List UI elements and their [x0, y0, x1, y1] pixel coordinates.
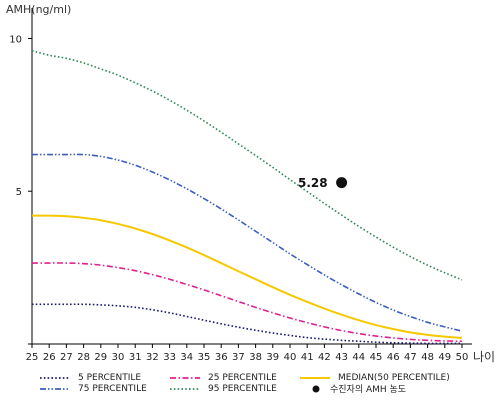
- legend-item-median: MEDIAN(50 PERCENTILE): [300, 372, 450, 383]
- x-tick-label: 48: [421, 352, 434, 363]
- legend-label-patient: 수진자의 AMH 농도: [330, 385, 407, 395]
- legend-item-patient: 수진자의 AMH 농도: [312, 383, 407, 395]
- legend-label-median: MEDIAN(50 PERCENTILE): [338, 372, 450, 383]
- x-tick-label: 30: [112, 352, 125, 363]
- x-tick-label: 29: [94, 352, 107, 363]
- x-axis-title: 나이: [473, 350, 495, 364]
- x-tick-label: 25: [26, 352, 39, 363]
- patient-point: [336, 177, 348, 189]
- legend-label-p75: 75 PERCENTILE: [78, 383, 147, 394]
- legend-swatch-p95: [170, 387, 200, 390]
- series-line-2: [31, 214, 463, 339]
- amh-chart: 25 26 27 28 29 30 31 32 33 34 35 36 37 38 39 40 41 42 43 44…: [9, 8, 495, 364]
- x-tick-label: 34: [180, 352, 193, 363]
- x-tick-label: 39: [266, 352, 279, 363]
- legend-item-p95: 95 PERCENTILE: [170, 383, 277, 394]
- legend-label-p95: 95 PERCENTILE: [208, 383, 277, 394]
- x-tick-label: 40: [284, 352, 297, 363]
- x-tick-label: 36: [215, 352, 228, 363]
- y-tick-label: 5: [16, 187, 22, 198]
- legend-swatch-p25: [170, 376, 200, 379]
- legend: 5 PERCENTILE 75 PERCENTILE 25 PERCENTILE…: [0, 372, 500, 400]
- legend-item-p25: 25 PERCENTILE: [170, 372, 277, 383]
- x-tick-label: 38: [249, 352, 262, 363]
- x-tick-label: 35: [198, 352, 211, 363]
- legend-label-p5: 5 PERCENTILE: [78, 372, 142, 383]
- x-tick-label: 47: [404, 352, 417, 363]
- legend-swatch-median: [300, 376, 330, 379]
- series-line-3: [32, 153, 463, 332]
- legend-swatch-p5: [40, 376, 70, 379]
- x-tick-label: 42: [318, 352, 331, 363]
- x-tick-label: 46: [387, 352, 400, 363]
- x-tick-label: 31: [129, 352, 142, 363]
- x-tick-label: 32: [146, 352, 159, 363]
- legend-label-p25: 25 PERCENTILE: [208, 372, 277, 383]
- x-tick-label: 45: [370, 352, 383, 363]
- x-tick-label: 50: [456, 352, 469, 363]
- legend-dot-icon: [312, 385, 320, 392]
- legend-item-p5: 5 PERCENTILE: [40, 372, 141, 383]
- percentile-lines: [31, 49, 463, 345]
- x-tick-label: 33: [163, 352, 176, 363]
- x-tick-label: 49: [438, 352, 451, 363]
- x-tick-label: 28: [77, 352, 90, 363]
- patient-marker: 5.28: [298, 176, 348, 190]
- x-tick-label: 43: [335, 352, 348, 363]
- x-tick-label: 41: [301, 352, 314, 363]
- legend-item-p75: 75 PERCENTILE: [40, 383, 147, 394]
- y-axis-title: AMH(ng/ml): [6, 3, 72, 16]
- x-tick-label: 27: [60, 352, 73, 363]
- x-tick-label: 44: [352, 352, 365, 363]
- series-line-4: [31, 49, 463, 281]
- axes: 25 26 27 28 29 30 31 32 33 34 35 36 37 38 39 40 41 42 43 44…: [9, 8, 495, 364]
- patient-value-label: 5.28: [298, 176, 328, 190]
- legend-swatch-p75: [40, 387, 70, 390]
- y-tick-label: 10: [9, 34, 22, 45]
- x-tick-label: 26: [43, 352, 56, 363]
- x-tick-label: 37: [232, 352, 245, 363]
- series-line-0: [32, 303, 462, 345]
